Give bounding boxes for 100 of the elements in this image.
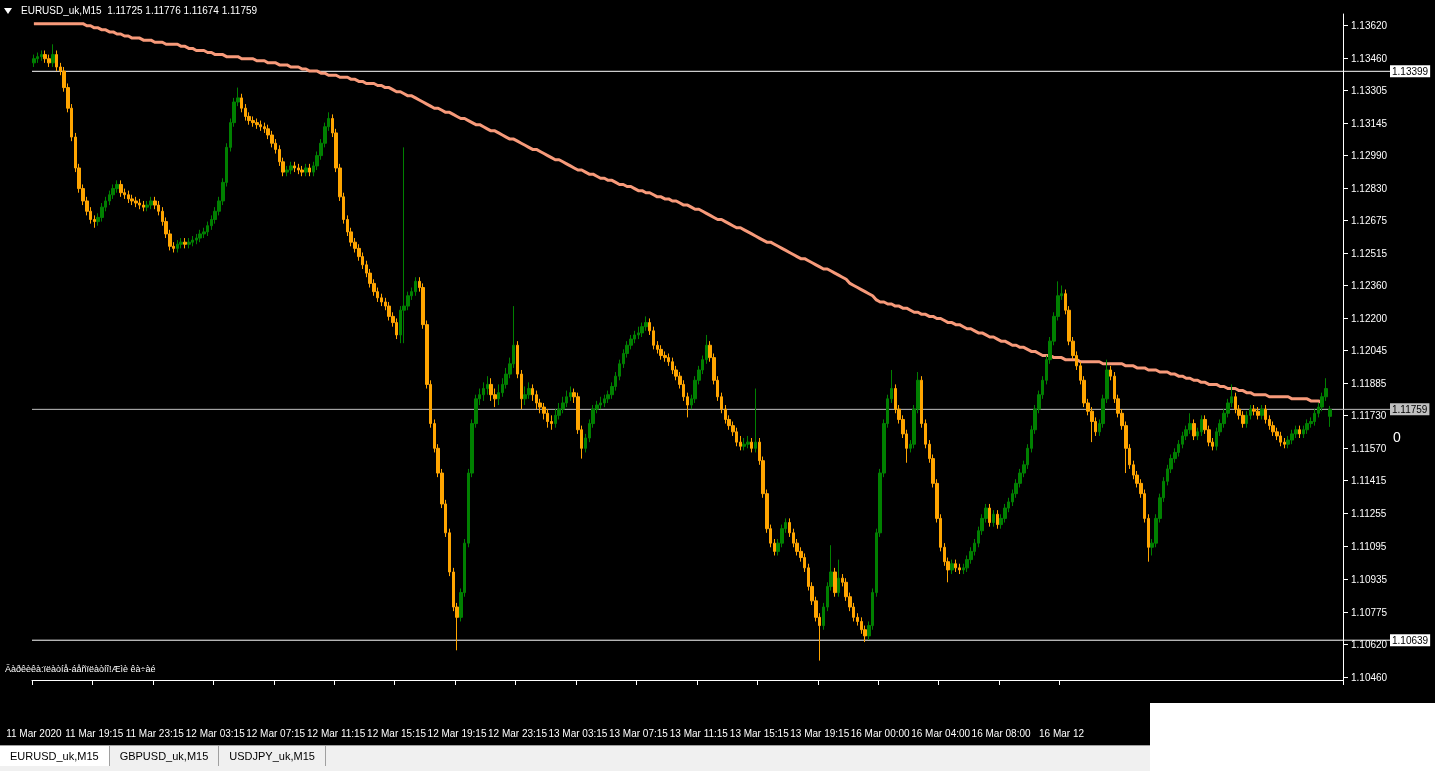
candlestick — [659, 344, 663, 361]
y-tick-label: 1.12675 — [1351, 215, 1388, 227]
candlestick — [40, 49, 43, 62]
candlestick — [750, 437, 753, 453]
candlestick — [402, 146, 406, 344]
y-tick-label: 1.11415 — [1351, 474, 1387, 486]
candlestick — [996, 509, 999, 530]
candlestick — [43, 49, 47, 64]
candlestick — [176, 239, 179, 253]
candlestick — [603, 394, 606, 408]
x-tick-label: 11 Mar 2020 — [6, 727, 63, 739]
y-tick-label: 1.12200 — [1351, 312, 1388, 324]
candlestick — [523, 385, 527, 406]
candlestick — [195, 233, 198, 245]
candlestick — [637, 326, 640, 340]
candlestick — [1256, 406, 1260, 420]
candlestick — [297, 163, 300, 175]
candlestick — [149, 196, 153, 210]
candlestick — [1252, 404, 1256, 416]
candlestick — [1290, 429, 1294, 445]
x-tick-label: 12 Mar 15:15 — [367, 727, 427, 739]
y-tick-label: 1.13620 — [1351, 20, 1388, 32]
candlestick — [47, 54, 51, 68]
y-tick-label: 1.12990 — [1351, 150, 1388, 162]
y-tick-label: 1.11095 — [1351, 540, 1387, 552]
ref-line-label: 1.11759 — [1392, 403, 1428, 415]
y-tick-label: 1.11255 — [1351, 507, 1387, 519]
candlestick — [32, 54, 36, 68]
annotation: Ãàðêèêà:ïëàòíå-áåñïëàòíî!Æìè êà÷àé — [5, 663, 156, 674]
candlestick — [1192, 418, 1196, 441]
x-tick-label: 16 Mar 04:00 — [911, 727, 971, 739]
candlestick — [285, 165, 289, 177]
candlestick — [183, 237, 187, 249]
candlestick — [187, 237, 191, 249]
x-tick-label: 13 Mar 19:15 — [790, 727, 850, 739]
x-tick-label: 12 Mar 19:15 — [427, 727, 487, 739]
candlestick — [138, 198, 141, 210]
y-tick-label: 1.11570 — [1351, 442, 1387, 454]
y-tick-label: 1.13145 — [1351, 118, 1388, 130]
candlestick — [55, 49, 58, 72]
candlestick — [251, 115, 255, 128]
candlestick — [1200, 414, 1203, 437]
candlestick — [1298, 425, 1301, 439]
candlestick — [1305, 418, 1309, 435]
y-tick-label: 1.12360 — [1351, 279, 1388, 291]
y-tick-label: 1.11885 — [1351, 377, 1387, 389]
x-tick-label: 13 Mar 03:15 — [548, 727, 608, 739]
candlestick — [300, 165, 304, 177]
candlestick — [992, 509, 995, 528]
candlestick — [308, 163, 311, 177]
x-tick-label: 16 Mar 12 — [1039, 727, 1085, 739]
candlestick — [988, 503, 991, 528]
candlestick — [142, 200, 145, 212]
candlestick — [958, 563, 961, 575]
y-tick-label: 1.13460 — [1351, 53, 1388, 65]
y-tick-label: 1.12515 — [1351, 248, 1388, 260]
candlestick — [954, 559, 957, 573]
x-tick-label: 12 Mar 07:15 — [246, 727, 306, 739]
candlestick — [599, 396, 602, 410]
x-tick-label: 12 Mar 03:15 — [185, 727, 246, 739]
candlestick — [191, 235, 194, 247]
candlestick — [198, 229, 202, 243]
candlestick — [414, 276, 417, 297]
candlestick — [742, 437, 746, 451]
candlestick — [259, 120, 262, 132]
ref-line-label: 1.10639 — [1392, 634, 1429, 646]
candlestick — [304, 163, 308, 177]
y-tick-label: 1.11730 — [1351, 409, 1387, 421]
y-tick-label: 1.10935 — [1351, 573, 1388, 585]
candlestick — [36, 52, 39, 64]
y-tick-label: 1.10620 — [1351, 638, 1388, 650]
candlestick — [837, 559, 840, 598]
y-tick-label: 1.12045 — [1351, 344, 1388, 356]
candlestick — [51, 43, 55, 68]
text: 0 — [1393, 429, 1401, 445]
x-tick-label: 13 Mar 15:15 — [729, 727, 790, 739]
candlestick — [130, 194, 134, 206]
x-tick-label: 13 Mar 11:15 — [669, 727, 729, 739]
y-tick-label: 1.10775 — [1351, 606, 1388, 618]
candlestick — [1328, 405, 1332, 428]
x-tick-label: 12 Mar 23:15 — [488, 727, 548, 739]
y-tick-label: 1.12830 — [1351, 183, 1388, 195]
y-tick-label: 1.13305 — [1351, 85, 1388, 97]
y-tick-label: 1.10460 — [1351, 671, 1388, 683]
candlestick — [293, 161, 296, 173]
candlestick — [1260, 404, 1264, 420]
candlestick — [950, 559, 954, 575]
x-tick-label: 11 Mar 19:15 — [65, 727, 124, 739]
candlestick — [746, 435, 750, 449]
chart-title: EURUSD_uk,M15 1.11725 1.11776 1.11674 1.11759 — [21, 4, 258, 16]
candlestick — [134, 196, 138, 208]
candlestick — [833, 567, 837, 598]
x-tick-label: 16 Mar 08:00 — [971, 727, 1031, 739]
x-tick-label: 11 Mar 23:15 — [125, 727, 185, 739]
x-tick-label: 12 Mar 11:15 — [307, 727, 366, 739]
ref-line-label: 1.13399 — [1392, 65, 1429, 77]
x-tick-label: 16 Mar 00:00 — [850, 727, 911, 739]
candlestick — [754, 388, 757, 453]
candlestick — [179, 237, 183, 249]
x-tick-label: 13 Mar 07:15 — [608, 727, 669, 739]
